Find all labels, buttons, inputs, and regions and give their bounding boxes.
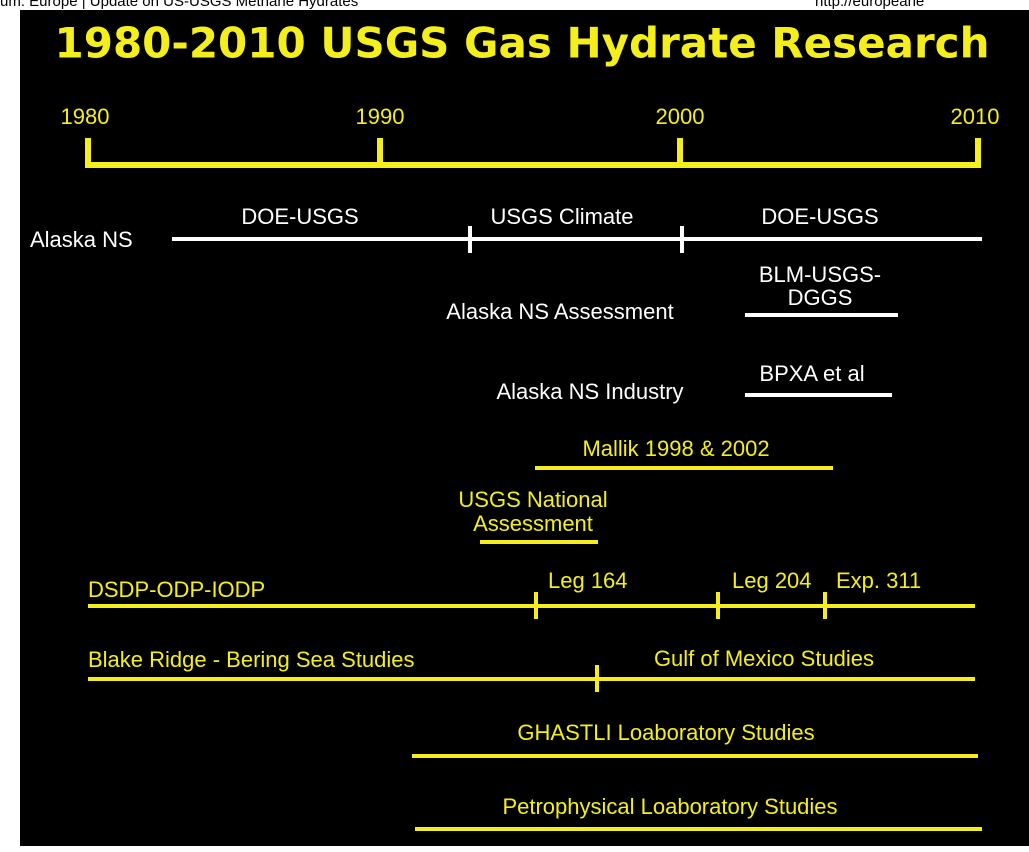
bar-label: Mallik 1998 & 2002 — [582, 436, 769, 461]
segment-label: USGS Climate — [490, 204, 633, 229]
segment-label: DOE-USGS — [241, 204, 358, 229]
year-label: 1990 — [356, 104, 405, 129]
bar-label: Petrophysical Loaboratory Studies — [502, 794, 837, 819]
bar-label: Assessment — [473, 511, 593, 536]
year-label: 2010 — [951, 104, 1000, 129]
bar-label: USGS National — [458, 487, 607, 512]
row-industry: Alaska NS Industry BPXA et al — [496, 361, 892, 404]
row-alaska-ns: Alaska NS DOE-USGS USGS Climate DOE-USGS — [30, 204, 982, 253]
row-label: Alaska NS — [30, 227, 133, 252]
timeline-axis: 1980 1990 2000 2010 — [61, 104, 1000, 168]
row-label: Alaska NS Industry — [496, 379, 683, 404]
row-dsdp: DSDP-ODP-IODP Leg 164 Leg 204 Exp. 311 — [88, 568, 975, 619]
row-blake: Blake Ridge - Bering Sea Studies Gulf of… — [88, 646, 975, 692]
segment-label: DOE-USGS — [761, 204, 878, 229]
segment-label: Leg 204 — [732, 568, 812, 593]
row-national: USGS National Assessment — [458, 487, 608, 544]
segment-label: Leg 164 — [548, 568, 628, 593]
header-left: um: Europe | Update on US-USGS Methane H… — [0, 0, 358, 10]
year-label: 1980 — [61, 104, 110, 129]
header-right: http://europeane — [815, 0, 924, 10]
segment-label: Gulf of Mexico Studies — [654, 646, 874, 671]
row-mallik: Mallik 1998 & 2002 — [535, 436, 833, 470]
row-label: DSDP-ODP-IODP — [88, 577, 265, 602]
bar-label: BPXA et al — [759, 361, 864, 386]
row-assessment: Alaska NS Assessment BLM-USGS- DGGS — [446, 262, 898, 324]
year-label: 2000 — [656, 104, 705, 129]
row-ghastli: GHASTLI Loaboratory Studies — [412, 720, 978, 758]
bar-label: BLM-USGS- — [759, 262, 881, 287]
row-petrophysical: Petrophysical Loaboratory Studies — [415, 794, 982, 831]
row-label: Blake Ridge - Bering Sea Studies — [88, 647, 415, 672]
bar-label: DGGS — [788, 285, 853, 310]
segment-label: Exp. 311 — [836, 568, 921, 593]
bar-label: GHASTLI Loaboratory Studies — [517, 720, 814, 745]
row-label: Alaska NS Assessment — [446, 299, 673, 324]
title: 1980-2010 USGS Gas Hydrate Research — [55, 19, 990, 68]
slide — [20, 10, 1029, 846]
